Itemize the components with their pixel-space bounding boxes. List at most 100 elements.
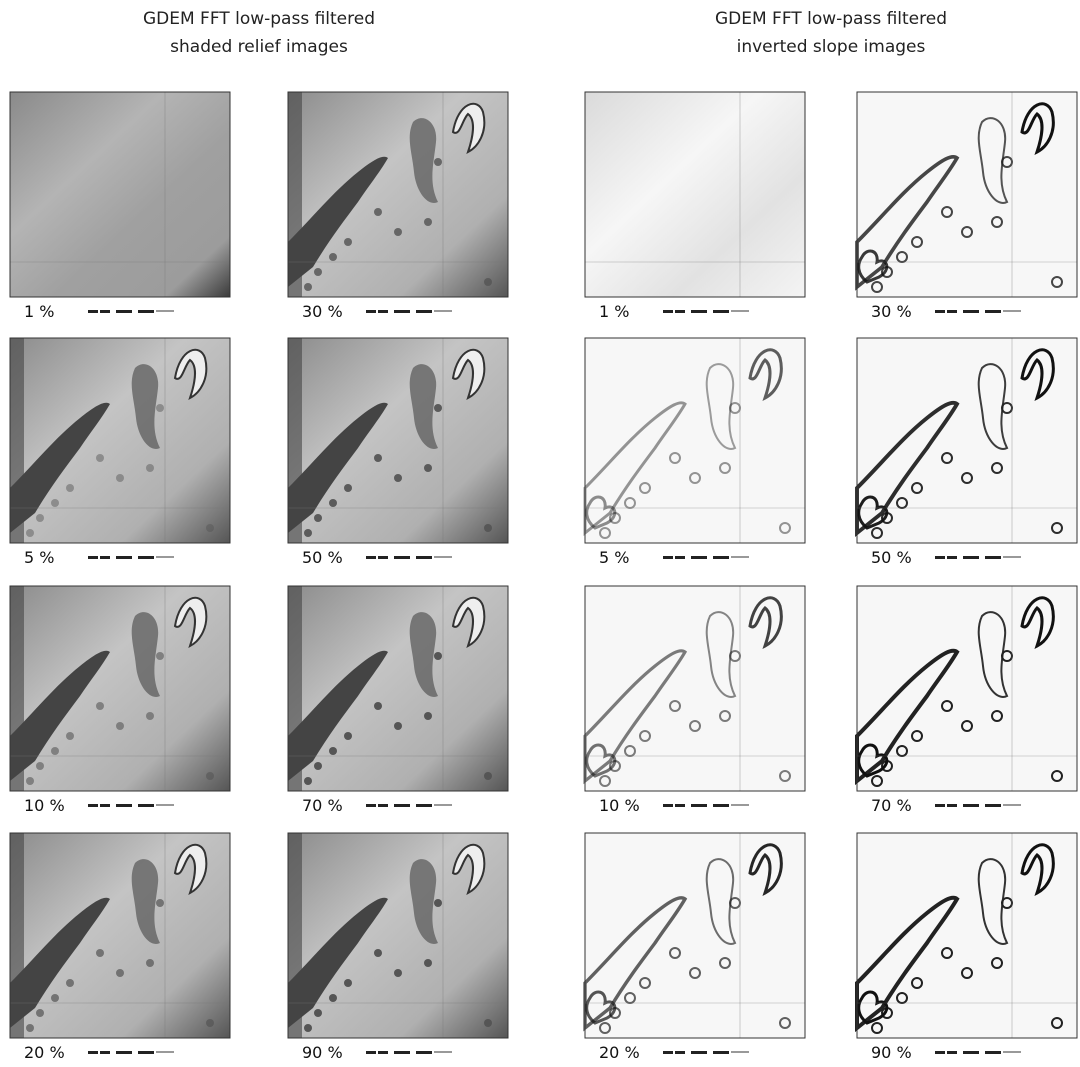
terrain-bump — [394, 969, 402, 977]
left-edge-shadow — [288, 338, 302, 543]
scale-bar-segment — [416, 1051, 432, 1054]
scale-bar-segment — [116, 556, 132, 559]
scale-bar-segment — [675, 1051, 685, 1054]
terrain-bump — [146, 464, 154, 472]
left-edge-shadow — [10, 586, 24, 791]
scale-bar-segment — [663, 556, 673, 559]
terrain-bump — [434, 158, 442, 166]
terrain-bump — [484, 524, 492, 532]
scale-bar-segment — [88, 1051, 98, 1054]
panel-background — [585, 586, 805, 791]
terrain-bump — [96, 454, 104, 462]
scale-bar-segment — [156, 310, 174, 312]
panel-label: 1 % — [599, 302, 629, 321]
image-panel — [585, 92, 805, 297]
scale-bar-segment — [156, 804, 174, 806]
terrain-bump — [26, 777, 34, 785]
terrain-bump — [374, 208, 382, 216]
scale-bar-segment — [366, 556, 376, 559]
panel-label: 1 % — [24, 302, 54, 321]
terrain-bump — [344, 238, 352, 246]
scale-bar-segment — [713, 556, 729, 559]
terrain-bump — [314, 1009, 322, 1017]
scale-bar-segment — [394, 804, 410, 807]
panel-label: 50 % — [302, 548, 343, 567]
image-panel — [288, 338, 508, 543]
image-panel — [288, 833, 508, 1038]
group-title: GDEM FFT low-pass filtered — [143, 9, 375, 29]
panel-background — [857, 338, 1077, 543]
terrain-bump — [116, 969, 124, 977]
image-panel — [585, 338, 805, 543]
scale-bar-segment — [100, 804, 110, 807]
panel-background — [857, 586, 1077, 791]
terrain-bump — [329, 747, 337, 755]
scale-bar-segment — [416, 310, 432, 313]
terrain-bump — [434, 899, 442, 907]
terrain-bump — [374, 702, 382, 710]
scale-bar — [935, 1051, 1021, 1054]
panel-label: 50 % — [871, 548, 912, 567]
scale-bar-segment — [731, 1051, 749, 1053]
scale-bar-segment — [663, 1051, 673, 1054]
left-edge-shadow — [288, 92, 302, 297]
panel-background — [585, 338, 805, 543]
terrain-bump — [26, 529, 34, 537]
scale-bar — [366, 804, 452, 807]
image-panel — [10, 586, 230, 791]
scale-bar-segment — [675, 310, 685, 313]
terrain-bump — [304, 777, 312, 785]
scale-bar-segment — [116, 1051, 132, 1054]
terrain-bump — [424, 218, 432, 226]
terrain-bump — [484, 1019, 492, 1027]
terrain-bump — [344, 484, 352, 492]
scale-bar-segment — [985, 1051, 1001, 1054]
group-title: shaded relief images — [170, 37, 348, 57]
image-panel — [10, 338, 230, 543]
image-panel — [857, 833, 1077, 1038]
panel-background — [585, 92, 805, 297]
terrain-bump — [206, 772, 214, 780]
scale-bar — [366, 310, 452, 313]
left-edge-shadow — [288, 833, 302, 1038]
terrain-bump — [434, 652, 442, 660]
scale-bar-segment — [985, 556, 1001, 559]
scale-bar-segment — [713, 1051, 729, 1054]
scale-bar-segment — [1003, 556, 1021, 558]
terrain-bump — [36, 762, 44, 770]
panel-label: 70 % — [871, 796, 912, 815]
terrain-bump — [66, 484, 74, 492]
scale-bar — [88, 804, 174, 807]
panel-background — [857, 833, 1077, 1038]
terrain-bump — [424, 712, 432, 720]
scale-bar-segment — [731, 804, 749, 806]
terrain-bump — [329, 253, 337, 261]
scale-bar-segment — [366, 804, 376, 807]
scale-bar-segment — [378, 310, 388, 313]
scale-bar-segment — [100, 556, 110, 559]
terrain-bump — [96, 949, 104, 957]
scale-bar-segment — [88, 804, 98, 807]
scale-bar-segment — [394, 556, 410, 559]
scale-bar-segment — [691, 1051, 707, 1054]
terrain-bump — [314, 514, 322, 522]
image-panel — [857, 338, 1077, 543]
terrain-bump — [304, 283, 312, 291]
terrain-bump — [146, 959, 154, 967]
scale-bar-segment — [88, 310, 98, 313]
panel-label: 90 % — [302, 1043, 343, 1062]
figure: GDEM FFT low-pass filtered shaded relief … — [0, 0, 1080, 1067]
image-panel — [585, 833, 805, 1038]
panel-label: 70 % — [302, 796, 343, 815]
terrain-bump — [304, 1024, 312, 1032]
terrain-bump — [484, 278, 492, 286]
image-panel — [585, 586, 805, 791]
scale-bar — [88, 310, 174, 313]
scale-bar — [935, 310, 1021, 313]
terrain-bump — [36, 514, 44, 522]
image-panel — [10, 833, 230, 1038]
panel-label: 30 % — [302, 302, 343, 321]
terrain-bump — [66, 979, 74, 987]
scale-bar-segment — [394, 1051, 410, 1054]
terrain-bump — [36, 1009, 44, 1017]
